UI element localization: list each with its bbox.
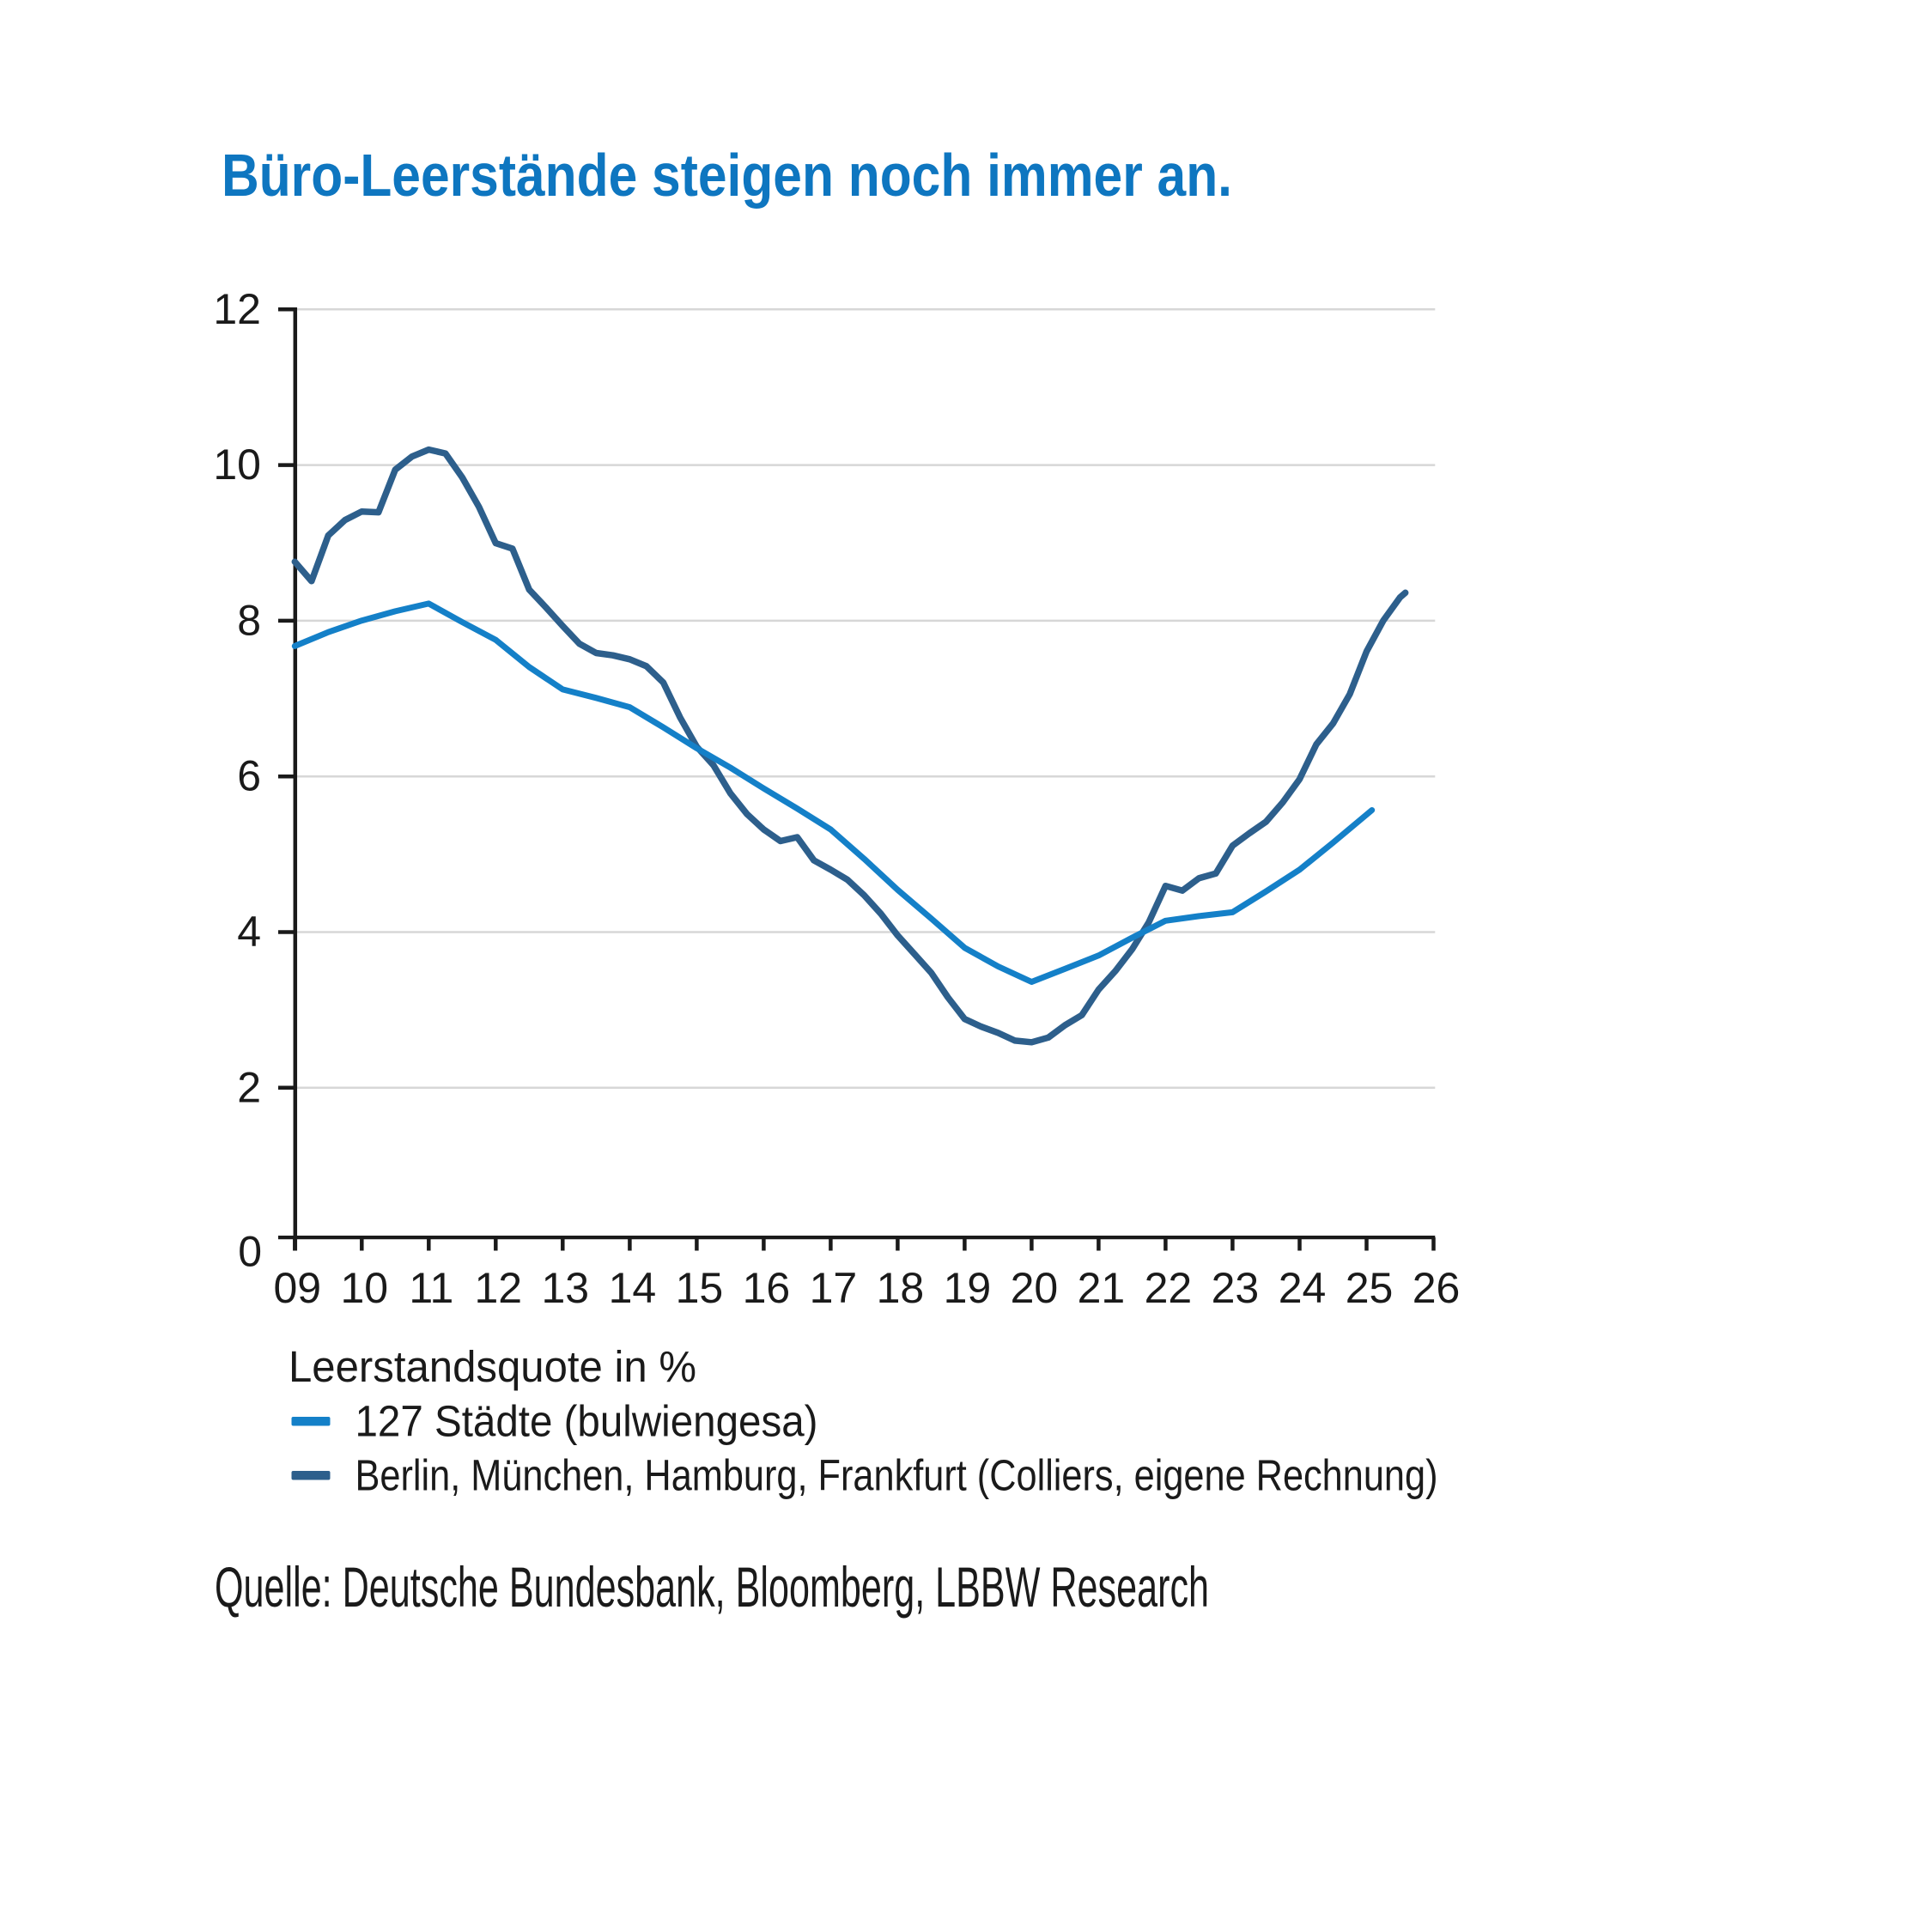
svg-text:24: 24 <box>1279 1264 1327 1312</box>
svg-text:20: 20 <box>1011 1264 1059 1312</box>
svg-text:Büro-Leerstände steigen noch i: Büro-Leerstände steigen noch immer an. <box>222 142 1232 209</box>
svg-text:21: 21 <box>1078 1264 1126 1312</box>
svg-text:23: 23 <box>1212 1264 1260 1312</box>
svg-text:0: 0 <box>238 1228 262 1276</box>
svg-text:4: 4 <box>237 908 261 956</box>
svg-text:2: 2 <box>237 1063 261 1111</box>
svg-text:25: 25 <box>1346 1264 1394 1312</box>
svg-text:19: 19 <box>944 1264 992 1312</box>
svg-text:11: 11 <box>409 1264 453 1312</box>
svg-text:26: 26 <box>1413 1264 1461 1312</box>
svg-text:09: 09 <box>273 1264 321 1312</box>
svg-text:Quelle: Deutsche Bundesbank, B: Quelle: Deutsche Bundesbank, Bloomberg, … <box>215 1555 1209 1619</box>
svg-text:17: 17 <box>810 1264 858 1312</box>
svg-text:10: 10 <box>213 440 261 489</box>
svg-text:16: 16 <box>743 1264 791 1312</box>
svg-text:14: 14 <box>609 1264 657 1312</box>
svg-text:Leerstandsquote in %: Leerstandsquote in % <box>289 1342 696 1391</box>
svg-text:13: 13 <box>541 1264 589 1312</box>
svg-text:10: 10 <box>340 1264 388 1312</box>
svg-text:127 Städte (bulwiengesa): 127 Städte (bulwiengesa) <box>355 1397 818 1446</box>
svg-text:12: 12 <box>213 285 261 333</box>
svg-text:15: 15 <box>676 1264 724 1312</box>
svg-text:22: 22 <box>1145 1264 1193 1312</box>
svg-text:6: 6 <box>237 752 261 800</box>
svg-text:12: 12 <box>474 1264 522 1312</box>
svg-text:18: 18 <box>877 1264 925 1312</box>
svg-text:8: 8 <box>237 596 261 644</box>
svg-text:Berlin, München, Hamburg, Fran: Berlin, München, Hamburg, Frankfurt (Col… <box>355 1451 1438 1500</box>
